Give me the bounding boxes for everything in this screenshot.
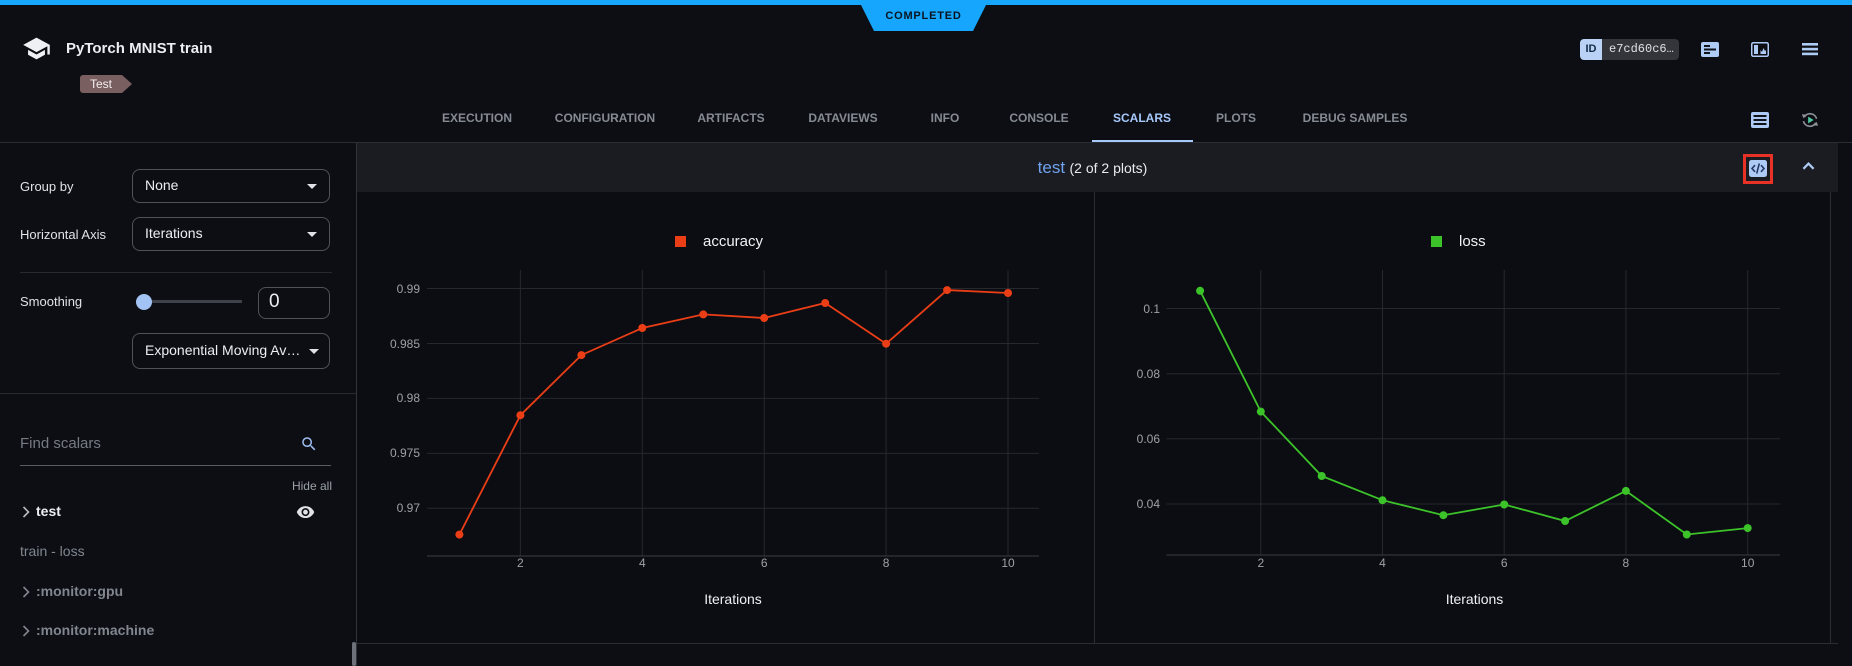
svg-text:8: 8 [883, 556, 890, 570]
svg-text:4: 4 [639, 556, 646, 570]
svg-text:0.08: 0.08 [1137, 367, 1161, 381]
svg-text:6: 6 [761, 556, 768, 570]
svg-text:0.975: 0.975 [390, 446, 420, 460]
svg-text:0.06: 0.06 [1137, 432, 1161, 446]
svg-text:2: 2 [1257, 556, 1264, 570]
svg-text:10: 10 [1001, 556, 1015, 570]
svg-text:0.98: 0.98 [397, 391, 421, 405]
svg-text:0.99: 0.99 [397, 282, 421, 296]
svg-text:4: 4 [1379, 556, 1386, 570]
svg-text:10: 10 [1741, 556, 1755, 570]
svg-text:0.1: 0.1 [1143, 302, 1160, 316]
svg-text:accuracy: accuracy [703, 233, 764, 250]
svg-text:8: 8 [1623, 556, 1630, 570]
svg-text:Iterations: Iterations [1446, 591, 1504, 607]
svg-text:2: 2 [517, 556, 524, 570]
svg-text:0.04: 0.04 [1137, 497, 1161, 511]
svg-text:0.985: 0.985 [390, 337, 420, 351]
svg-text:0.97: 0.97 [397, 501, 421, 515]
svg-text:Iterations: Iterations [704, 591, 762, 607]
svg-text:6: 6 [1501, 556, 1508, 570]
svg-text:loss: loss [1459, 233, 1486, 250]
